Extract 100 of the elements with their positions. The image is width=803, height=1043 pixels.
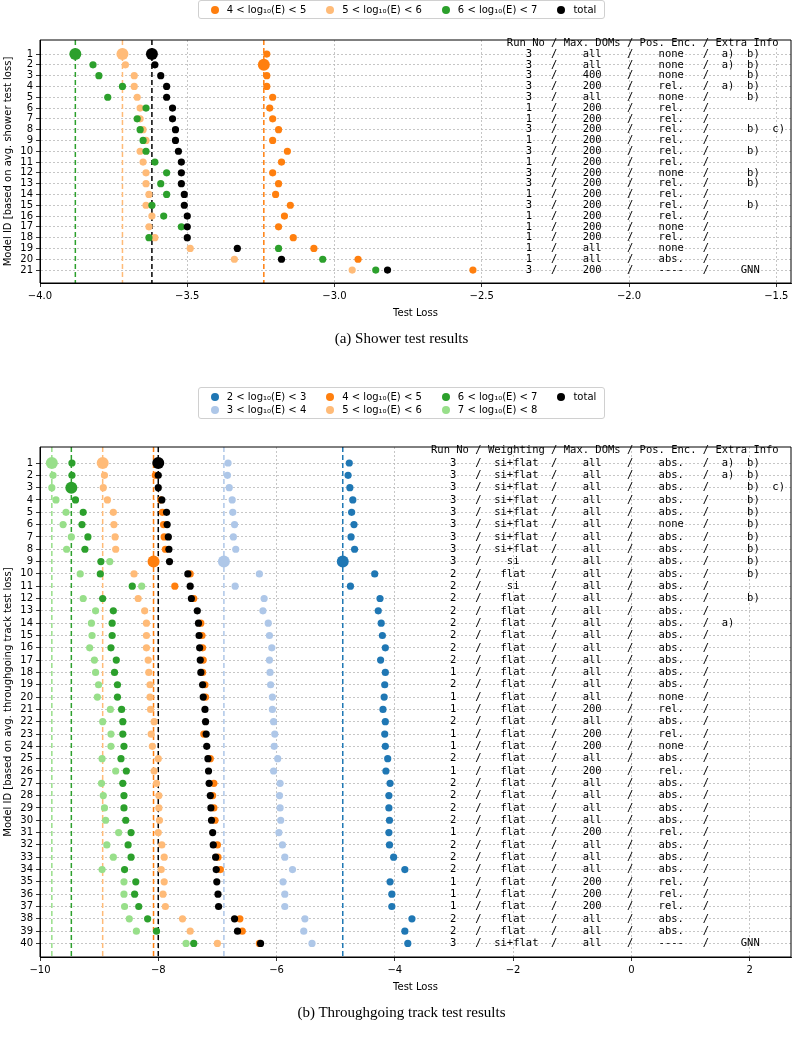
text: (a) Shower test results [333, 329, 470, 348]
legend-label: total [573, 391, 597, 402]
x-tick-label: −3.5 [175, 289, 200, 301]
y-tick-label: 9 [26, 134, 33, 146]
annotation: 1 / flat / 200 / rel. / [430, 702, 710, 715]
y-tick-label: 7 [26, 112, 33, 124]
y-tick-label: 25 [20, 752, 33, 764]
y-tick-label: 10 [20, 567, 33, 579]
x-tick-label: −6 [269, 963, 284, 975]
legend-label: 6 < log₁₀(E) < 7 [457, 391, 538, 402]
y-tick-label: 39 [20, 924, 33, 936]
annotation: 2 / flat / all / abs. / [430, 849, 710, 862]
annotation: 3 / 400 / none / b) [506, 68, 760, 81]
annotation: 3 / 200 / rel. / b) [506, 143, 760, 156]
y-tick-label: 11 [20, 155, 33, 167]
y-tick-label: 16 [20, 641, 33, 653]
annotation: 2 / flat / all / abs. / [430, 911, 710, 924]
y-tick-label: 19 [20, 242, 33, 254]
annotation: 2 / si / all / abs. / [430, 578, 710, 591]
y-tick-label: 12 [20, 592, 33, 604]
annotation: 3 / si / all / abs. / b) [430, 554, 760, 567]
annotation: Run No / Weighting / Max. DOMs / Pos. Enc. / Extra Info [430, 443, 779, 456]
annotation: 3 / all / none / a) b) [506, 57, 760, 70]
y-tick-label: 6 [26, 101, 33, 113]
y-tick-label: 20 [20, 252, 33, 264]
y-tick-label: 2 [26, 468, 33, 480]
annotation: 1 / 200 / rel. / [506, 230, 710, 243]
annotation: 2 / flat / all / abs. / b) [430, 591, 760, 604]
annotation: 1 / 200 / rel. / [506, 208, 710, 221]
y-tick-label: 3 [26, 69, 33, 81]
annotation: 1 / flat / 200 / rel. / [430, 763, 710, 776]
annotation: 3 / 200 / rel. / b) [506, 197, 760, 210]
y-tick-label: 22 [20, 715, 33, 727]
annotation: 3 / 200 / none / b) [506, 165, 760, 178]
y-tick-label: 5 [26, 90, 33, 102]
x-tick-label: −10 [29, 963, 51, 975]
y-tick-label: 35 [20, 875, 33, 887]
annotation: 1 / 200 / rel. / [506, 187, 710, 200]
x-tick-label: −3.0 [322, 289, 347, 301]
annotation: 3 / si+flat / all / abs. / a) b) [430, 468, 760, 481]
y-tick-label: 31 [20, 826, 33, 838]
annotation: 2 / flat / all / abs. / [430, 714, 710, 727]
legend-label: 5 < log₁₀(E) < 6 [342, 4, 422, 15]
x-tick-label: −4 [387, 963, 403, 975]
annotation: 2 / flat / all / abs. / [430, 603, 710, 616]
annotation: 3 / 200 / rel. / b) c) [506, 122, 786, 135]
annotation: 1 / 200 / rel. / [506, 133, 710, 146]
y-tick-label: 6 [26, 518, 33, 530]
annotation: 2 / flat / all / abs. / [430, 628, 710, 641]
x-axis-title: Test Loss [392, 306, 438, 318]
annotation: 3 / si+flat / all / ---- / GNN [430, 936, 760, 949]
annotation: 1 / flat / 200 / none / [430, 739, 710, 752]
y-tick-label: 4 [26, 80, 33, 92]
annotation: 2 / flat / all / abs. / [430, 652, 710, 665]
y-tick-label: 26 [20, 764, 33, 776]
y-tick-label: 17 [20, 653, 33, 665]
annotation: 2 / flat / all / abs. / [430, 800, 710, 813]
y-tick-label: 18 [20, 231, 33, 243]
x-tick-label: −1.5 [764, 289, 789, 301]
x-tick-label: −2 [505, 963, 521, 975]
y-tick-label: 8 [26, 123, 33, 135]
y-tick-label: 5 [26, 505, 33, 517]
annotation: 2 / flat / all / abs. / [430, 788, 710, 801]
y-tick-label: 27 [20, 776, 33, 788]
legend-label: total [573, 4, 597, 15]
annotation: 3 / si+flat / all / none / b) [430, 517, 760, 530]
y-tick-label: 1 [26, 47, 33, 59]
y-tick-label: 12 [20, 166, 33, 178]
y-tick-label: 28 [20, 789, 33, 801]
y-tick-label: 21 [20, 702, 33, 714]
annotation: 1 / all / none / [506, 241, 710, 254]
x-tick-label: −2.5 [469, 289, 494, 301]
y-tick-label: 3 [26, 481, 33, 493]
annotation: 1 / all / abs. / [506, 251, 710, 264]
y-tick-label: 29 [20, 801, 33, 813]
x-tick-label: −2.0 [616, 289, 642, 301]
annotation: 3 / si+flat / all / abs. / b) [430, 492, 760, 505]
y-tick-label: 40 [20, 937, 33, 949]
y-tick-label: 4 [26, 493, 33, 505]
y-tick-label: 17 [20, 220, 33, 232]
y-tick-label: 19 [20, 678, 33, 690]
y-tick-label: 23 [20, 727, 33, 739]
legend-label: 3 < log₁₀(E) < 4 [226, 404, 307, 415]
annotation: 3 / all / none / a) b) [506, 46, 760, 59]
annotation: 1 / flat / 200 / rel. / [430, 874, 710, 887]
x-tick-label: −4.0 [27, 289, 53, 301]
annotation: 3 / all / none / b) [506, 89, 760, 102]
annotation: 3 / 200 / rel. / b) [506, 176, 760, 189]
y-tick-label: 13 [20, 604, 33, 616]
y-tick-label: 15 [20, 198, 33, 210]
y-tick-label: 32 [20, 838, 33, 850]
annotation: 2 / flat / all / abs. / [430, 640, 710, 653]
annotation: 2 / flat / all / abs. / a) [430, 615, 735, 628]
annotation: 3 / 200 / ---- / GNN [506, 262, 760, 275]
annotation: 3 / si+flat / all / abs. / b) [430, 529, 760, 542]
annotation: 1 / flat / 200 / rel. / [430, 899, 710, 912]
annotation: 1 / flat / 200 / rel. / [430, 825, 710, 838]
legend-label: 6 < log₁₀(E) < 7 [457, 4, 538, 15]
annotation: Run No / Max. DOMs / Pos. Enc. / Extra Info [506, 35, 779, 48]
annotation: 1 / 200 / rel. / [506, 100, 710, 113]
